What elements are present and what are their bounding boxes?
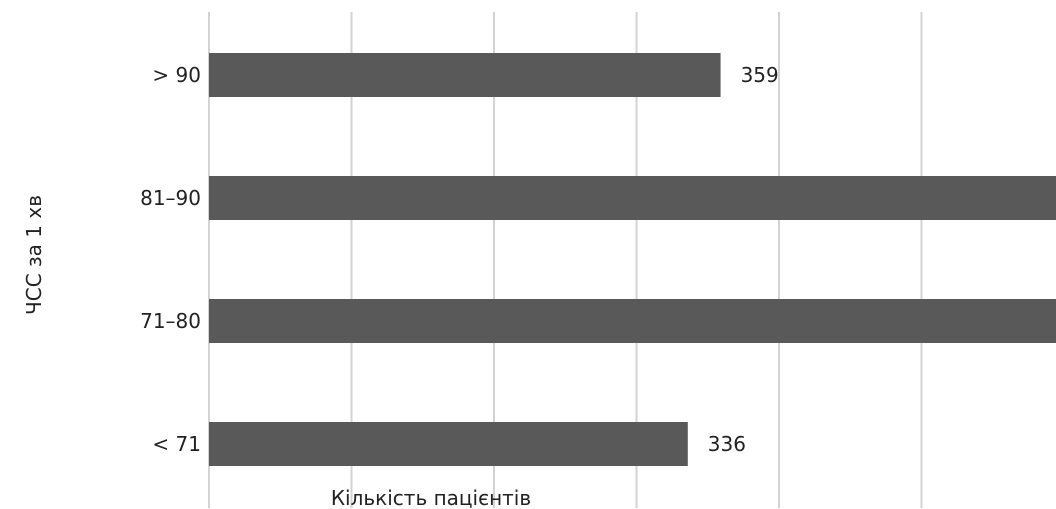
category-label: < 71 <box>152 432 201 456</box>
value-label: 359 <box>741 63 779 87</box>
y-axis-title: ЧСС за 1 хв <box>22 195 46 315</box>
bar <box>209 176 1056 220</box>
bar <box>209 299 1056 343</box>
category-label: > 90 <box>152 63 201 87</box>
x-axis-title: Кількість пацієнтів <box>331 486 531 509</box>
category-label: 81–90 <box>140 186 201 210</box>
bar <box>209 422 688 466</box>
bar <box>209 53 721 97</box>
category-label: 71–80 <box>140 309 201 333</box>
value-label: 336 <box>708 432 746 456</box>
bar-layer <box>209 53 1056 466</box>
